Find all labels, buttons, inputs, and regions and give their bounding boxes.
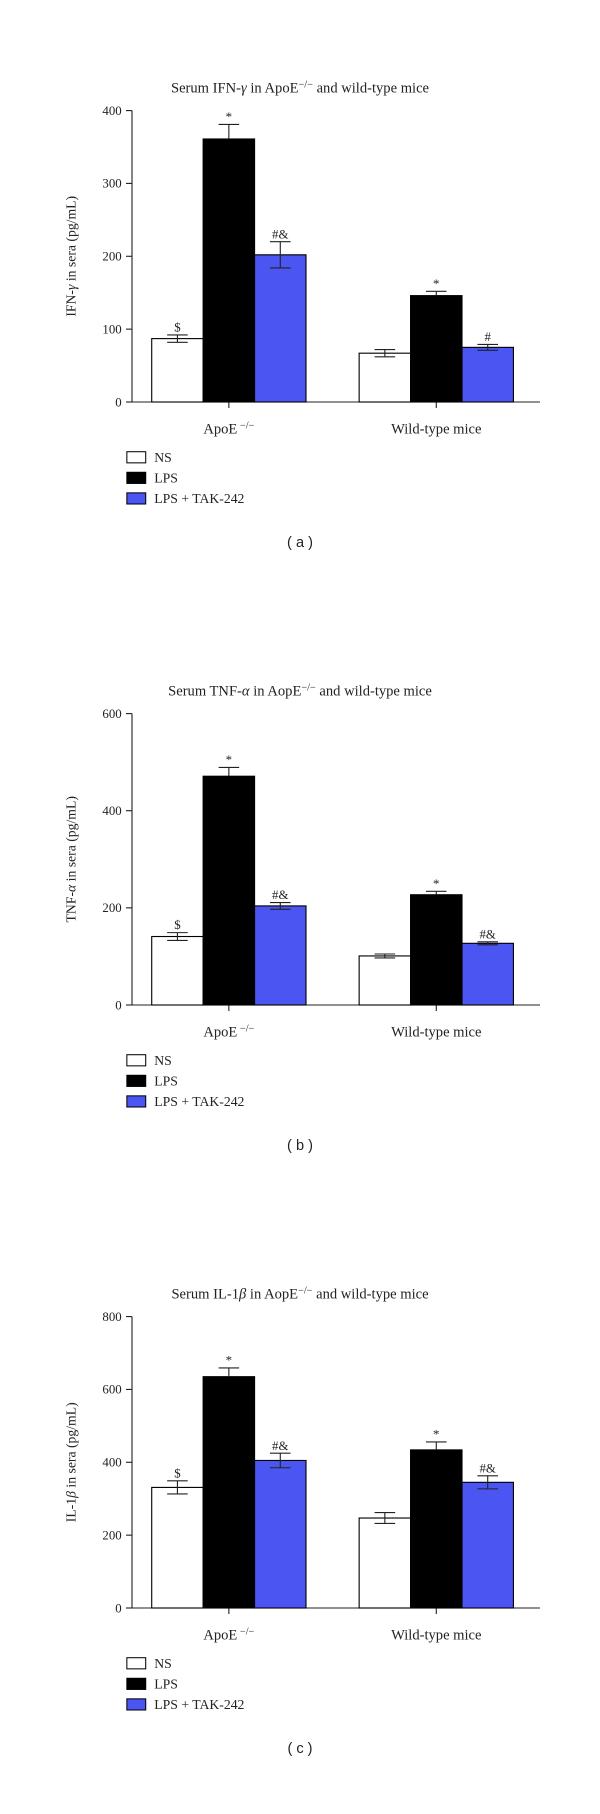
bar-lps-1 xyxy=(202,138,256,403)
bar-lps-tak-242-1 xyxy=(254,905,307,1006)
y-tick-label: 400 xyxy=(102,104,121,118)
legend-label: LPS + TAK-242 xyxy=(154,491,244,506)
y-tick-label: 200 xyxy=(102,1528,121,1542)
bar-lps-tak-242-2 xyxy=(461,942,514,1006)
legend-swatch xyxy=(126,1698,147,1711)
significance-label: #& xyxy=(272,227,288,241)
significance-label: #& xyxy=(480,927,496,941)
bar-chart-2: Serum TNF-α in AopE−/− and wild-type mic… xyxy=(63,682,540,1154)
x-category-label: Wild-type mice xyxy=(391,1025,481,1041)
bar-ns-1 xyxy=(151,338,204,403)
x-category-label: Wild-type mice xyxy=(391,1628,481,1644)
y-tick-label: 200 xyxy=(102,901,121,915)
legend-swatch xyxy=(126,1657,147,1670)
y-axis-label: IFN-γ in sera (pg/mL) xyxy=(63,196,79,317)
y-tick-label: 100 xyxy=(102,322,121,336)
bar-ns-2 xyxy=(358,352,412,403)
y-tick-label: 400 xyxy=(102,804,121,818)
bar-lps-1 xyxy=(202,1376,256,1609)
x-category-label: Wild-type mice xyxy=(391,422,481,438)
significance-label: $ xyxy=(174,918,181,932)
chart-panel-2: Serum TNF-α in AopE−/− and wild-type mic… xyxy=(0,603,600,1203)
significance-label: * xyxy=(433,877,439,891)
bar-ns-1 xyxy=(151,935,204,1006)
chart-panel-1: Serum IFN-γ in ApoE−/− and wild-type mic… xyxy=(0,0,600,600)
significance-label: * xyxy=(226,753,232,767)
legend-label: LPS + TAK-242 xyxy=(154,1094,244,1109)
bar-lps-1 xyxy=(202,775,256,1006)
y-tick-label: 300 xyxy=(102,177,121,191)
bar-ns-2 xyxy=(358,1517,412,1609)
legend-swatch xyxy=(126,1054,147,1067)
significance-label: #& xyxy=(272,1439,288,1453)
y-tick-label: 400 xyxy=(102,1456,121,1470)
significance-label: $ xyxy=(174,1466,181,1480)
significance-label: #& xyxy=(480,1461,496,1475)
y-tick-label: 0 xyxy=(115,395,121,409)
significance-label: * xyxy=(433,277,439,291)
legend-swatch xyxy=(126,471,147,484)
bar-ns-2 xyxy=(358,955,412,1006)
x-category-label: ApoE −/− xyxy=(203,1626,254,1643)
y-tick-label: 600 xyxy=(102,707,121,721)
chart-title: Serum IFN-γ in ApoE−/− and wild-type mic… xyxy=(171,79,429,97)
bar-lps-tak-242-2 xyxy=(461,1481,514,1609)
chart-title: Serum IL-1β in AopE−/− and wild-type mic… xyxy=(171,1285,428,1303)
x-category-label: ApoE −/− xyxy=(203,1023,254,1040)
legend-swatch xyxy=(126,1095,147,1108)
significance-label: #& xyxy=(272,888,288,902)
significance-label: * xyxy=(226,1354,232,1368)
significance-label: * xyxy=(226,110,232,124)
bar-lps-tak-242-2 xyxy=(461,346,514,403)
legend-label: LPS xyxy=(154,1074,178,1089)
y-axis-label: TNF-α in sera (pg/mL) xyxy=(63,796,79,922)
y-tick-label: 0 xyxy=(115,1601,121,1615)
significance-label: $ xyxy=(174,321,181,335)
panel-label: ( b ) xyxy=(287,1138,313,1154)
legend-label: NS xyxy=(154,1656,172,1671)
significance-label: * xyxy=(433,1427,439,1441)
bar-chart-3: Serum IL-1β in AopE−/− and wild-type mic… xyxy=(63,1285,540,1757)
y-axis-label: IL-1β in sera (pg/mL) xyxy=(63,1402,79,1522)
y-tick-label: 600 xyxy=(102,1383,121,1397)
legend-label: LPS + TAK-242 xyxy=(154,1697,244,1712)
legend-swatch xyxy=(126,492,147,505)
bar-lps-tak-242-1 xyxy=(254,254,307,403)
bar-ns-1 xyxy=(151,1486,204,1609)
chart-title: Serum TNF-α in AopE−/− and wild-type mic… xyxy=(168,682,432,700)
bar-lps-2 xyxy=(410,1449,463,1609)
panel-label: ( c ) xyxy=(287,1741,312,1757)
bar-lps-tak-242-1 xyxy=(254,1459,307,1609)
panel-label: ( a ) xyxy=(287,535,313,551)
bar-lps-2 xyxy=(410,295,463,403)
chart-panel-3: Serum IL-1β in AopE−/− and wild-type mic… xyxy=(0,1206,600,1806)
legend-swatch xyxy=(126,451,147,464)
legend-swatch xyxy=(126,1677,147,1690)
bar-chart-1: Serum IFN-γ in ApoE−/− and wild-type mic… xyxy=(63,79,540,551)
y-tick-label: 200 xyxy=(102,250,121,264)
y-tick-label: 0 xyxy=(115,998,121,1012)
legend-swatch xyxy=(126,1074,147,1087)
legend-label: NS xyxy=(154,1053,172,1068)
legend-label: LPS xyxy=(154,1677,178,1692)
y-tick-label: 800 xyxy=(102,1310,121,1324)
significance-label: # xyxy=(485,330,492,344)
bar-lps-2 xyxy=(410,894,463,1006)
x-category-label: ApoE −/− xyxy=(203,420,254,437)
legend-label: NS xyxy=(154,450,172,465)
legend-label: LPS xyxy=(154,471,178,486)
